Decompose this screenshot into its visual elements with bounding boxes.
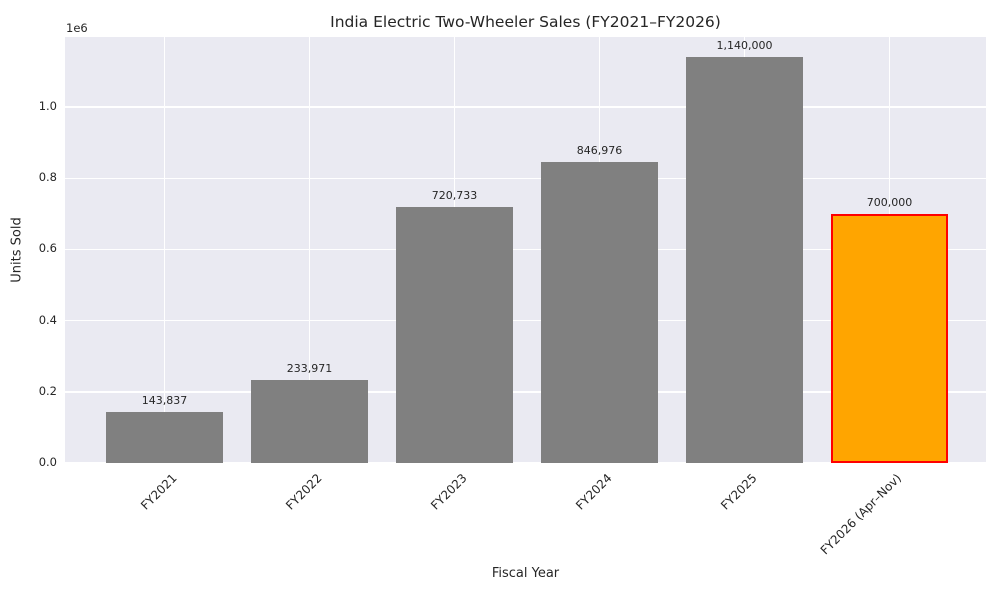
x-axis-label: Fiscal Year (491, 566, 560, 581)
bar-FY2021 (106, 411, 223, 463)
bar-FY2022 (251, 379, 368, 463)
y-gridline (65, 106, 986, 108)
y-tick-label: 0.4 (38, 312, 57, 327)
y-tick-label: 0.2 (38, 383, 57, 398)
bar-FY2023 (396, 206, 513, 463)
bar-value-label: 720,733 (431, 188, 478, 202)
x-tick-label: FY2022 (282, 471, 325, 513)
y-tick-label: 1.0 (38, 99, 57, 114)
y-gridline (65, 177, 986, 179)
bar-value-label: 1,140,000 (716, 39, 773, 53)
bar-FY2024 (541, 161, 658, 463)
bar-value-label: 700,000 (866, 195, 913, 209)
y-gridline (65, 391, 986, 393)
bar-value-label: 143,837 (141, 393, 188, 407)
y-gridline (65, 462, 986, 464)
y-tick-label: 0.8 (38, 170, 57, 185)
x-tick-label: FY2025 (717, 471, 760, 513)
x-tick-label: FY2024 (572, 471, 615, 513)
bar-value-label: 233,971 (286, 361, 333, 375)
x-tick-label: FY2021 (137, 471, 180, 513)
y-tick-label: 0.6 (38, 241, 57, 256)
x-tick-label: FY2023 (427, 471, 470, 513)
x-gridline (308, 37, 311, 463)
bar-FY2025 (686, 57, 803, 463)
x-gridline (163, 37, 166, 463)
y-axis-offset-label: 1e6 (66, 21, 88, 35)
plot-area: 143,837 233,971 720,733 846,976 1,140,000 700… (65, 37, 986, 464)
y-gridline (65, 319, 986, 322)
bar-highlighted-FY2026 (Apr–Nov) (831, 213, 948, 463)
y-tick-label: 0.0 (38, 455, 57, 469)
x-tick-label: FY2026 (Apr–Nov) (818, 471, 905, 558)
chart-title: India Electric Two-Wheeler Sales (FY2021… (330, 13, 721, 31)
y-gridline (65, 248, 986, 251)
bar-value-label: 846,976 (576, 143, 623, 157)
